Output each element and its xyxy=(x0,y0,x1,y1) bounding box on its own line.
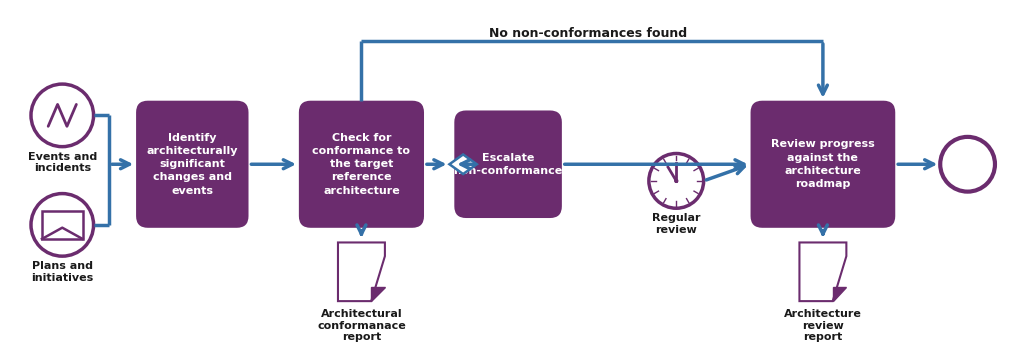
Polygon shape xyxy=(372,288,385,301)
Circle shape xyxy=(649,154,703,208)
Bar xyxy=(42,211,83,239)
Text: Regular
review: Regular review xyxy=(652,213,700,235)
Text: Architectural
conformanace
report: Architectural conformanace report xyxy=(317,309,406,342)
Text: Review progress
against the
architecture
roadmap: Review progress against the architecture… xyxy=(771,140,874,189)
Polygon shape xyxy=(800,243,847,301)
Text: Architecture
review
report: Architecture review report xyxy=(784,309,862,342)
Circle shape xyxy=(940,137,995,192)
Polygon shape xyxy=(338,243,385,301)
Polygon shape xyxy=(833,288,847,301)
Text: No non-conformances found: No non-conformances found xyxy=(489,27,687,40)
FancyBboxPatch shape xyxy=(299,101,424,228)
FancyBboxPatch shape xyxy=(751,101,895,228)
Text: Plans and
initiatives: Plans and initiatives xyxy=(31,261,93,283)
Polygon shape xyxy=(450,155,477,174)
Text: Check for
conformance to
the target
reference
architecture: Check for conformance to the target refe… xyxy=(312,133,411,196)
Circle shape xyxy=(31,194,93,256)
FancyBboxPatch shape xyxy=(455,111,562,218)
Circle shape xyxy=(674,179,679,183)
FancyBboxPatch shape xyxy=(136,101,249,228)
Text: Escalate
non-conformance: Escalate non-conformance xyxy=(454,153,563,176)
Text: Events and
incidents: Events and incidents xyxy=(28,151,97,173)
Text: Identify
architecturally
significant
changes and
events: Identify architecturally significant cha… xyxy=(146,133,238,196)
Circle shape xyxy=(31,84,93,147)
